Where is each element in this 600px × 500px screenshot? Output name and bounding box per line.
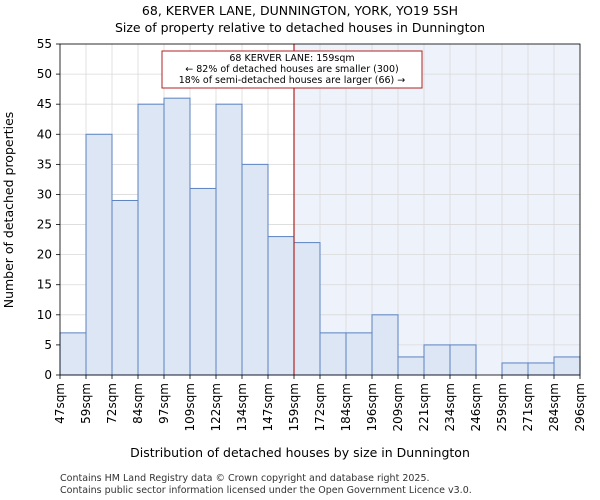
x-tick-label: 59sqm [79, 383, 93, 424]
annotation-line-3: 18% of semi-detached houses are larger (… [179, 75, 406, 86]
y-tick-label: 20 [37, 248, 52, 262]
annotation-box: 68 KERVER LANE: 159sqm ← 82% of detached… [161, 50, 423, 89]
bar-172sqm [319, 332, 347, 376]
x-axis-ticks: 47sqm 59sqm 72sqm 84sqm 97sqm 109sqm 122sqm 134… [53, 375, 587, 431]
larger-region-highlight [294, 44, 580, 375]
bar-271sqm [527, 362, 555, 376]
x-tick-label: 284sqm [547, 383, 561, 431]
x-tick-label: 122sqm [209, 383, 223, 431]
bar-47sqm [59, 332, 87, 376]
chart-subtitle: Size of property relative to detached ho… [115, 20, 485, 35]
y-tick-label: 40 [37, 127, 52, 141]
y-tick-label: 10 [37, 308, 52, 322]
y-axis-ticks: 0 5 10 15 20 25 30 35 40 45 50 55 [37, 37, 60, 382]
bar-84sqm [137, 103, 165, 376]
x-tick-label: 97sqm [157, 383, 171, 424]
y-tick-label: 45 [37, 97, 52, 111]
bar-134sqm [241, 163, 269, 376]
bar-196sqm [371, 314, 399, 376]
bar-221sqm [423, 344, 451, 376]
x-tick-label: 271sqm [521, 383, 535, 431]
y-tick-label: 25 [37, 218, 52, 232]
y-tick-label: 15 [37, 278, 52, 292]
x-tick-label: 147sqm [261, 383, 275, 431]
bar-122sqm [215, 103, 243, 376]
x-tick-label: 184sqm [339, 383, 353, 431]
x-tick-label: 72sqm [105, 383, 119, 424]
bars [59, 97, 581, 376]
bar-97sqm [163, 97, 191, 376]
bar-184sqm [345, 332, 373, 376]
bar-259sqm [501, 362, 529, 376]
y-tick-label: 55 [37, 37, 52, 51]
x-tick-label: 84sqm [131, 383, 145, 424]
x-tick-label: 47sqm [53, 383, 67, 424]
bar-109sqm [189, 187, 217, 376]
y-tick-label: 50 [37, 67, 52, 81]
bar-72sqm [111, 199, 139, 376]
x-tick-label: 221sqm [417, 383, 431, 431]
bar-159sqm [293, 242, 321, 376]
bar-59sqm [85, 133, 113, 376]
x-tick-label: 109sqm [183, 383, 197, 431]
x-tick-label: 134sqm [235, 383, 249, 431]
y-tick-label: 35 [37, 157, 52, 171]
chart-title: 68, KERVER LANE, DUNNINGTON, YORK, YO19 … [142, 3, 458, 18]
y-tick-label: 0 [44, 368, 52, 382]
y-axis-label: Number of detached properties [1, 112, 16, 309]
x-tick-label: 172sqm [313, 383, 327, 431]
footer-line-2: Contains public sector information licen… [60, 485, 472, 496]
bar-147sqm [267, 236, 295, 376]
footer-line-1: Contains HM Land Registry data © Crown c… [60, 473, 430, 484]
bar-284sqm [553, 356, 581, 376]
annotation-line-1: 68 KERVER LANE: 159sqm [229, 53, 354, 64]
y-tick-label: 30 [37, 187, 52, 201]
x-tick-label: 159sqm [287, 383, 301, 431]
bar-234sqm [449, 344, 477, 376]
x-tick-label: 246sqm [469, 383, 483, 431]
x-axis-label: Distribution of detached houses by size … [130, 445, 470, 460]
annotation-line-2: ← 82% of detached houses are smaller (30… [185, 64, 398, 75]
x-tick-label: 196sqm [365, 383, 379, 431]
x-tick-label: 234sqm [443, 383, 457, 431]
y-tick-label: 5 [44, 338, 52, 352]
x-tick-label: 259sqm [495, 383, 509, 431]
x-tick-label: 209sqm [391, 383, 405, 431]
x-tick-label: 296sqm [573, 383, 587, 431]
bar-209sqm [397, 356, 425, 376]
